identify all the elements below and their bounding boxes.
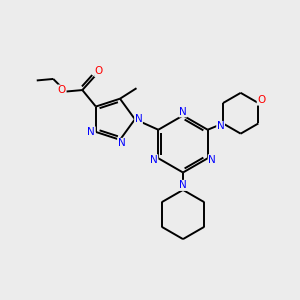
Text: O: O — [257, 95, 266, 105]
Text: N: N — [88, 127, 95, 137]
Text: N: N — [150, 155, 158, 165]
Text: N: N — [135, 114, 142, 124]
Text: N: N — [208, 155, 216, 165]
Text: O: O — [95, 67, 103, 76]
Text: N: N — [118, 138, 125, 148]
Text: O: O — [58, 85, 66, 95]
Text: N: N — [217, 122, 224, 131]
Text: N: N — [179, 180, 187, 190]
Text: N: N — [179, 107, 187, 117]
